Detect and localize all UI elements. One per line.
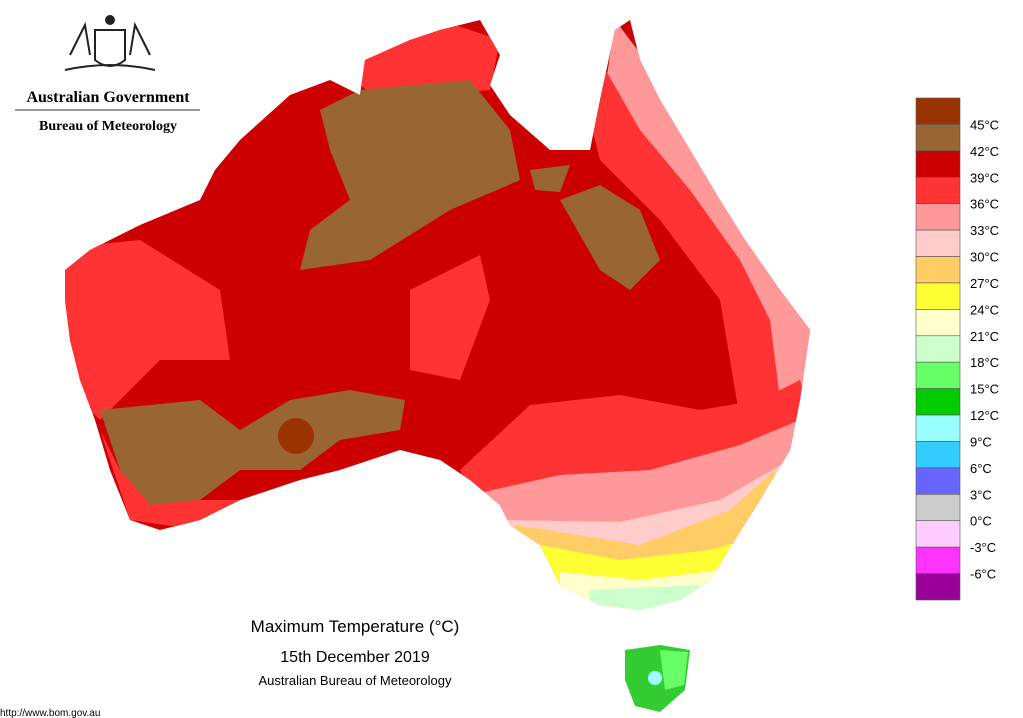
map-title: Maximum Temperature (°C)	[251, 617, 460, 636]
legend-swatch	[915, 467, 961, 495]
legend-label: 9°C	[970, 434, 992, 449]
legend-label: 21°C	[970, 329, 999, 344]
legend-swatch	[915, 573, 961, 601]
legend-label: 24°C	[970, 302, 999, 317]
legend-label: 6°C	[970, 461, 992, 476]
legend-swatch	[915, 520, 961, 548]
legend-label: -3°C	[970, 540, 996, 555]
legend-label: -6°C	[970, 567, 996, 582]
legend-label: 27°C	[970, 276, 999, 291]
legend-label: 39°C	[970, 170, 999, 185]
legend-label: 33°C	[970, 223, 999, 238]
legend-label: 3°C	[970, 487, 992, 502]
legend-swatch	[915, 256, 961, 284]
legend-label: 12°C	[970, 408, 999, 423]
map-source: Australian Bureau of Meteorology	[259, 673, 452, 688]
legend-swatch	[915, 309, 961, 337]
legend-label: 18°C	[970, 355, 999, 370]
legend-label: 45°C	[970, 117, 999, 132]
source-url: http://www.bom.gov.au	[0, 708, 100, 718]
legend-swatch	[915, 414, 961, 442]
legend-label: 42°C	[970, 144, 999, 159]
legend-swatch	[915, 124, 961, 152]
emblem	[64, 15, 156, 71]
legend-label: 36°C	[970, 197, 999, 212]
legend-swatch	[915, 361, 961, 389]
legend-swatch	[915, 335, 961, 363]
legend-swatch	[915, 494, 961, 522]
org-name: Australian Government	[26, 89, 190, 106]
legend: 45°C 42°C 39°C 36°C 33°C 30°C 27°C 24°C 21°C 18°C…	[915, 97, 999, 601]
legend-swatch	[915, 546, 961, 574]
legend-label: 15°C	[970, 382, 999, 397]
legend-swatch	[915, 282, 961, 310]
legend-label: 0°C	[970, 514, 992, 529]
map-date: 15th December 2019	[280, 649, 430, 666]
legend-swatch	[915, 203, 961, 231]
dept-name: Bureau of Meteorology	[39, 119, 177, 134]
legend-label: 30°C	[970, 250, 999, 265]
legend-swatch	[915, 229, 961, 257]
legend-swatch	[915, 441, 961, 469]
legend-swatch	[915, 97, 961, 125]
legend-swatch	[915, 388, 961, 416]
legend-swatch	[915, 150, 961, 178]
tasmania	[625, 645, 690, 712]
legend-swatch	[915, 176, 961, 204]
